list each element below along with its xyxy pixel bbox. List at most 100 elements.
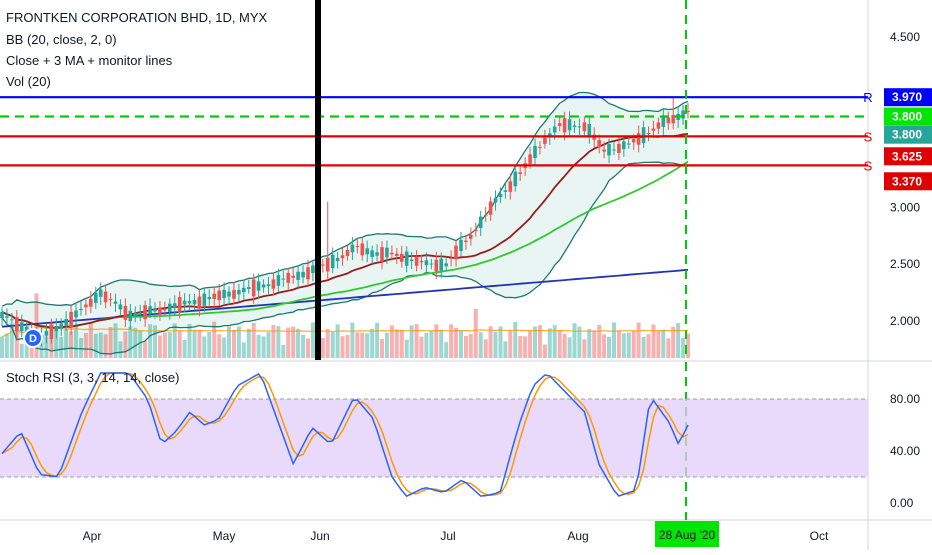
candle-body bbox=[153, 308, 157, 312]
dividend-marker-icon bbox=[23, 328, 43, 348]
volume-bar bbox=[187, 324, 192, 358]
candle-body bbox=[597, 139, 601, 148]
volume-bar bbox=[444, 342, 449, 358]
volume-bar bbox=[9, 323, 14, 358]
candle-body bbox=[227, 291, 231, 297]
candle-body bbox=[0, 311, 4, 318]
candle-body bbox=[207, 297, 212, 300]
legend-title[interactable]: FRONTKEN CORPORATION BHD, 1D, MYX bbox=[6, 10, 268, 25]
volume-bar bbox=[172, 323, 177, 358]
bollinger-band-fill bbox=[2, 92, 688, 354]
volume-bar bbox=[227, 326, 231, 358]
volume-bar bbox=[236, 326, 241, 358]
volume-bar bbox=[192, 329, 197, 358]
price-axis-tick: 3.000 bbox=[890, 200, 920, 214]
volume-bar bbox=[389, 325, 394, 358]
candle-body bbox=[483, 214, 488, 216]
volume-bar bbox=[370, 328, 375, 358]
legend-bb[interactable]: BB (20, close, 2, 0) bbox=[6, 32, 117, 47]
candle-body bbox=[434, 259, 439, 272]
candle-body bbox=[69, 311, 73, 327]
volume-bar bbox=[528, 330, 533, 358]
candle-body bbox=[182, 300, 187, 305]
volume-bar bbox=[513, 322, 518, 358]
stoch-axis-tick: 40.00 bbox=[890, 444, 920, 458]
candle-body bbox=[330, 254, 335, 269]
candle-body bbox=[118, 304, 123, 310]
volume-bar bbox=[232, 329, 236, 358]
volume-bar bbox=[276, 326, 281, 358]
volume-bar bbox=[409, 325, 414, 358]
candle-body bbox=[84, 304, 88, 308]
volume-bar bbox=[162, 332, 167, 358]
volume-bar bbox=[533, 326, 537, 358]
candle-body bbox=[251, 279, 256, 297]
time-axis-tick: Jun bbox=[310, 529, 329, 543]
volume-bar bbox=[542, 344, 547, 358]
candle-body bbox=[296, 271, 300, 280]
volume-bar bbox=[281, 345, 286, 358]
volume-bar bbox=[108, 327, 113, 358]
volume-bar bbox=[88, 322, 93, 358]
bollinger-upper-line bbox=[1, 91, 689, 307]
volume-bar bbox=[449, 324, 454, 358]
candle-body bbox=[202, 293, 207, 306]
candle-body bbox=[291, 275, 295, 278]
candle-body bbox=[168, 303, 172, 312]
candle-body bbox=[59, 323, 63, 329]
volume-bar bbox=[74, 324, 78, 358]
volume-bar bbox=[384, 332, 389, 358]
volume-bar bbox=[310, 322, 315, 358]
volume-bar bbox=[577, 326, 582, 358]
stoch-axis-tick: 0.00 bbox=[890, 496, 914, 510]
stoch-rsi-band bbox=[0, 399, 868, 477]
sr-label: S bbox=[864, 158, 873, 173]
candle-body bbox=[646, 133, 651, 135]
volume-bar bbox=[59, 337, 64, 358]
bollinger-lower-line bbox=[1, 161, 689, 355]
legend-stoch-rsi[interactable]: Stoch RSI (3, 3, 14, 14, close) bbox=[6, 370, 180, 385]
candle-body bbox=[429, 263, 434, 265]
price-tag bbox=[884, 107, 932, 126]
candle-body bbox=[242, 287, 246, 293]
volume-bar bbox=[222, 337, 227, 358]
volume-bar bbox=[651, 324, 656, 358]
volume-bar bbox=[404, 339, 409, 358]
legend-ma[interactable]: Close + 3 MA + monitor lines bbox=[6, 53, 173, 68]
volume-bar bbox=[582, 339, 587, 358]
volume-bar bbox=[537, 325, 542, 358]
volume-bar bbox=[552, 325, 557, 358]
candle-body bbox=[469, 234, 473, 239]
volume-bar bbox=[676, 323, 681, 358]
candle-body bbox=[538, 146, 542, 148]
volume-bar bbox=[631, 330, 636, 358]
legend-vol[interactable]: Vol (20) bbox=[6, 74, 51, 89]
volume-bar bbox=[380, 339, 384, 358]
candle-body bbox=[459, 239, 463, 251]
candle-body bbox=[498, 194, 503, 198]
candle-body bbox=[360, 243, 365, 256]
candle-body bbox=[74, 310, 78, 318]
volume-bar bbox=[64, 329, 69, 358]
candle-body bbox=[464, 240, 468, 242]
candle-body bbox=[572, 125, 577, 128]
candle-body bbox=[562, 118, 567, 133]
volume-bar bbox=[439, 329, 444, 358]
candle-body bbox=[143, 305, 147, 320]
volume-bar bbox=[306, 338, 310, 358]
volume-bar bbox=[468, 334, 473, 358]
candle-body bbox=[365, 248, 369, 255]
candle-body bbox=[508, 181, 513, 192]
candle-body bbox=[108, 298, 113, 300]
candle-body bbox=[148, 306, 152, 314]
candle-body bbox=[419, 260, 424, 263]
candle-body bbox=[666, 117, 671, 124]
candle-body bbox=[528, 154, 532, 164]
candle-body bbox=[607, 144, 611, 156]
candle-body bbox=[64, 319, 68, 326]
candle-body bbox=[19, 322, 24, 332]
candle-body bbox=[212, 293, 216, 299]
volume-bar bbox=[39, 336, 44, 358]
